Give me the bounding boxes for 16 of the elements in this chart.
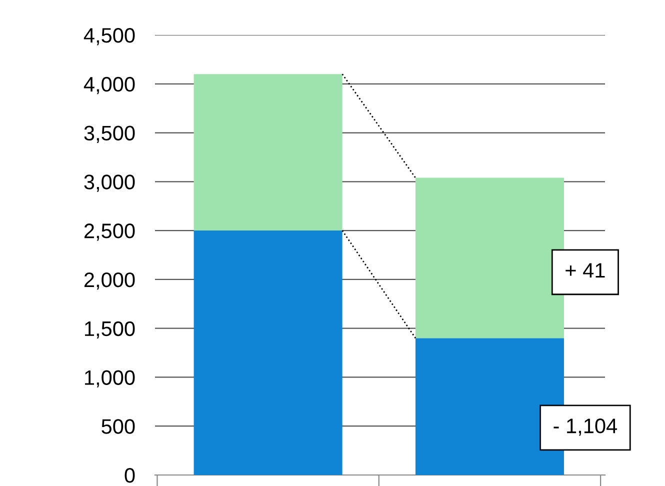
bar: [415, 338, 564, 475]
y-tick-label: 1,500: [85, 321, 135, 339]
y-tick-label: 4,000: [84, 76, 135, 94]
y-tick-label: 2,000: [84, 272, 135, 290]
y-tick-label: 4,500: [84, 28, 135, 46]
bar: [415, 178, 564, 338]
y-tick-label: 3,000: [84, 174, 135, 192]
bar: [194, 230, 342, 475]
annotation: + 41: [566, 263, 605, 278]
annotation: - 1,104: [554, 418, 618, 436]
y-tick-label: 1,000: [85, 370, 135, 388]
bar: [194, 74, 342, 231]
y-tick-label: 500: [102, 419, 135, 434]
y-tick-label: 0: [124, 468, 135, 483]
y-tick-label: 2,500: [84, 224, 135, 241]
y-tick-label: 3,500: [84, 126, 135, 143]
